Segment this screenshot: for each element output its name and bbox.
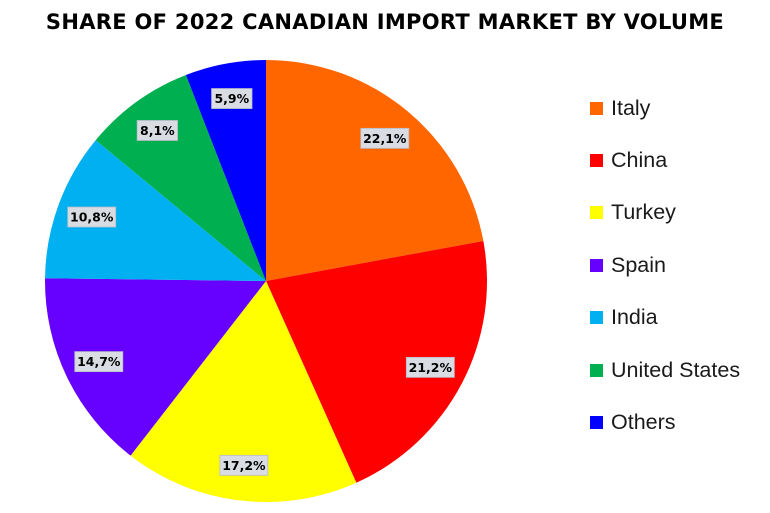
legend-item-china: China — [590, 134, 740, 186]
legend-item-others: Others — [590, 396, 740, 448]
legend-item-italy: Italy — [590, 82, 740, 134]
legend-label: United States — [611, 357, 741, 382]
legend-swatch — [590, 416, 603, 430]
data-label-spain: 14,7% — [74, 351, 124, 373]
data-label-india: 10,8% — [67, 206, 117, 228]
legend-swatch — [590, 363, 603, 377]
data-label-china: 21,2% — [405, 356, 455, 378]
data-label-text: 10,8% — [70, 210, 114, 225]
legend-swatch — [590, 258, 603, 272]
data-label-united-states: 8,1% — [136, 120, 178, 141]
data-label-text: 5,9% — [214, 91, 249, 106]
pie-slice-spain — [45, 278, 267, 456]
legend: Italy China Turkey Spain India United States O… — [590, 82, 740, 449]
legend-swatch — [590, 311, 603, 325]
legend-label: Spain — [611, 252, 666, 277]
legend-item-turkey: Turkey — [590, 187, 740, 239]
legend-swatch — [590, 101, 603, 115]
legend-swatch — [590, 154, 603, 168]
legend-item-united-states: United States — [590, 344, 740, 396]
legend-label: China — [611, 148, 668, 173]
legend-item-spain: Spain — [590, 239, 740, 291]
legend-item-india: India — [590, 292, 740, 344]
legend-label: Turkey — [611, 200, 676, 225]
data-label-text: 17,2% — [222, 458, 266, 473]
data-label-text: 14,7% — [77, 354, 121, 369]
legend-label: India — [611, 305, 658, 330]
pie-slice-italy — [266, 60, 484, 281]
legend-label: Italy — [611, 95, 651, 120]
chart-title: SHARE OF 2022 CANADIAN IMPORT MARKET BY … — [45, 10, 725, 34]
pie-slice-turkey — [130, 281, 357, 502]
pie-slice-india — [45, 140, 266, 281]
pie-slice-china — [266, 240, 488, 483]
legend-swatch — [590, 206, 603, 220]
data-label-text: 22,1% — [363, 131, 407, 146]
pie-slice-others — [185, 60, 266, 281]
data-label-text: 8,1% — [140, 123, 175, 138]
data-label-italy: 22,1% — [360, 127, 410, 149]
data-label-text: 21,2% — [409, 360, 453, 375]
data-label-turkey: 17,2% — [219, 454, 269, 476]
legend-label: Others — [611, 410, 676, 435]
data-label-others: 5,9% — [211, 88, 253, 109]
